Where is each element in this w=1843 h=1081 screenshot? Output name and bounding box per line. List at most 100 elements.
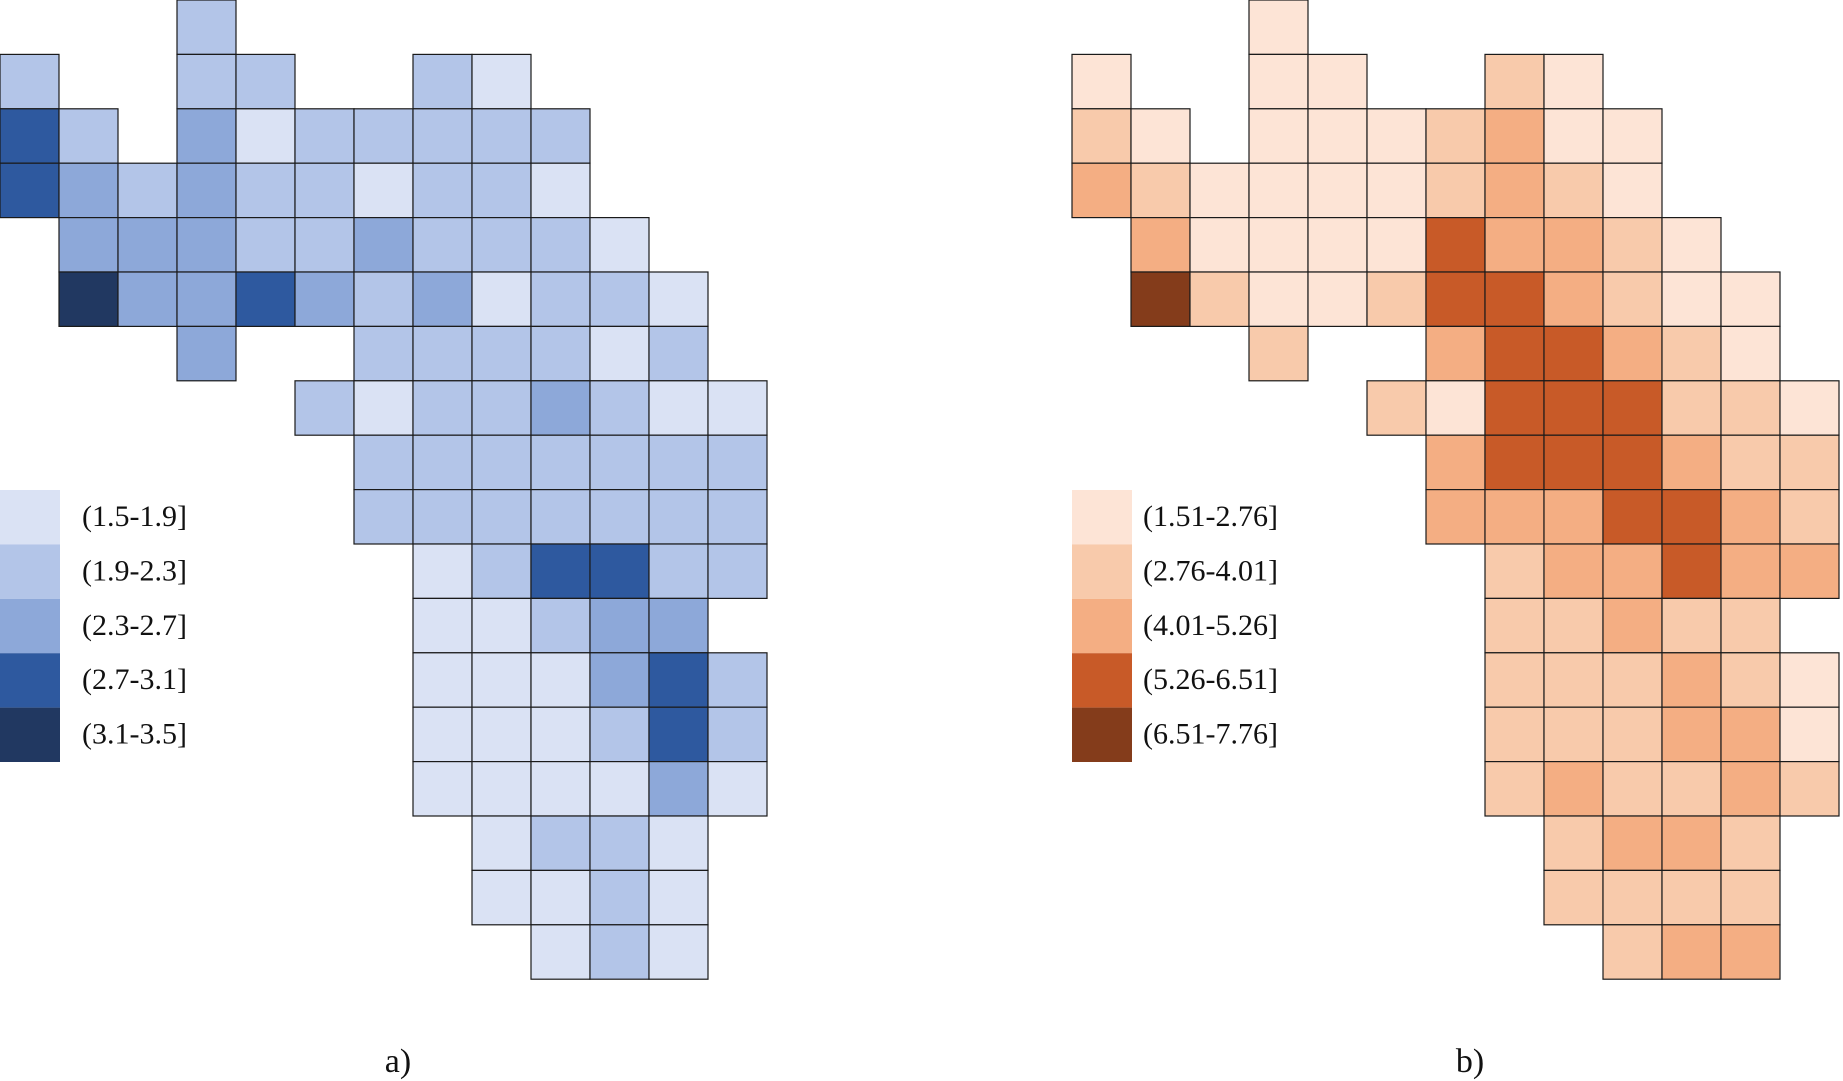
grid-cell [353, 489, 414, 545]
grid-cell [1543, 108, 1604, 164]
grid-cell [1602, 434, 1663, 491]
grid-cell [58, 271, 119, 328]
grid-cell [1130, 217, 1191, 273]
grid-cell [1307, 53, 1368, 110]
grid-cell [1779, 760, 1840, 817]
grid-cell [1661, 325, 1722, 382]
grid-cell [648, 380, 709, 436]
grid-cell [1661, 543, 1722, 600]
grid-cell [648, 760, 709, 817]
grid-cell [530, 543, 591, 600]
caption-a: a) [385, 1043, 411, 1080]
grid-cell [1602, 760, 1663, 817]
grid-cell [1720, 869, 1781, 926]
grid-cell [412, 271, 473, 328]
grid-cell [648, 325, 709, 382]
grid-cell [1484, 53, 1545, 110]
grid-cell [1661, 760, 1722, 817]
grid-cell [0, 53, 60, 110]
grid-cell [1425, 108, 1486, 164]
grid-cell [1661, 869, 1722, 926]
grid-cell [1720, 924, 1781, 980]
grid-cell [1484, 760, 1545, 817]
grid-cell [589, 217, 650, 273]
grid-cell [1720, 652, 1781, 708]
grid-cell [648, 597, 709, 654]
caption-b: b) [1456, 1043, 1484, 1080]
grid-cell [471, 217, 532, 273]
grid-cell [471, 760, 532, 817]
grid-cell [589, 597, 650, 654]
grid-cell [353, 108, 414, 164]
grid-cell [412, 543, 473, 600]
grid-cell [412, 706, 473, 763]
grid-cell [1543, 434, 1604, 491]
grid-cell [471, 543, 532, 600]
grid-cell [589, 760, 650, 817]
grid-cell [589, 434, 650, 491]
grid-cell [1484, 271, 1545, 328]
grid-cell [530, 815, 591, 872]
grid-cell [1484, 489, 1545, 545]
grid-cell [530, 489, 591, 545]
grid-cell [707, 380, 768, 436]
grid-cell [1248, 217, 1309, 273]
grid-cell [471, 380, 532, 436]
grid-cell [117, 162, 178, 219]
legend-swatch [1072, 598, 1132, 654]
grid-cell [1602, 325, 1663, 382]
grid-cell [353, 162, 414, 219]
grid-cell [1661, 597, 1722, 654]
legend-label: (2.7-3.1] [82, 663, 187, 696]
grid-cell [412, 652, 473, 708]
grid-cell [235, 217, 296, 273]
grid-cell [1543, 869, 1604, 926]
legend-label: (1.5-1.9] [82, 500, 187, 533]
grid-cell [530, 108, 591, 164]
legend-swatch [0, 544, 60, 599]
grid-cell [1484, 543, 1545, 600]
grid-cell [1543, 162, 1604, 219]
grid-cell [1602, 815, 1663, 872]
grid-cell [1248, 53, 1309, 110]
grid-cell [294, 217, 355, 273]
grid-cell [412, 380, 473, 436]
grid-cell [589, 325, 650, 382]
grid-cell [176, 162, 237, 219]
grid-cell [1779, 380, 1840, 436]
grid-cell [530, 652, 591, 708]
grid-cell [1661, 217, 1722, 273]
legend-swatch [0, 653, 60, 708]
grid-cell [1248, 271, 1309, 328]
legend-swatch [0, 598, 60, 654]
grid-cell [1661, 815, 1722, 872]
grid-cell [1720, 489, 1781, 545]
grid-cell [471, 869, 532, 926]
legend-label: (1.51-2.76] [1143, 500, 1278, 533]
grid-cell [1366, 108, 1427, 164]
map-panel-b: (1.51-2.76] (2.76-4.01] (4.01-5.26] (5.26-6… [1071, 0, 1840, 1080]
grid-cell [1130, 271, 1191, 328]
grid-cell [1602, 924, 1663, 980]
grid-cell [1602, 162, 1663, 219]
grid-cell [1720, 325, 1781, 382]
legend-label: (5.26-6.51] [1143, 663, 1278, 696]
grid-cell [1366, 217, 1427, 273]
grid-cell [1543, 325, 1604, 382]
grid-cell [1661, 924, 1722, 980]
grid-cell [589, 924, 650, 980]
grid-cell [1484, 380, 1545, 436]
grid-cell [530, 217, 591, 273]
grid-cell [530, 380, 591, 436]
grid-cell [1661, 434, 1722, 491]
grid-cell [1661, 380, 1722, 436]
legend-swatch [1072, 707, 1132, 762]
grid-cell [1543, 380, 1604, 436]
grid-cell [1071, 108, 1132, 164]
grid-cell [1779, 543, 1840, 600]
grid-cell [1543, 815, 1604, 872]
grid-cell [1307, 217, 1368, 273]
grid-cell [1484, 652, 1545, 708]
legend-label: (2.3-2.7] [82, 609, 187, 642]
